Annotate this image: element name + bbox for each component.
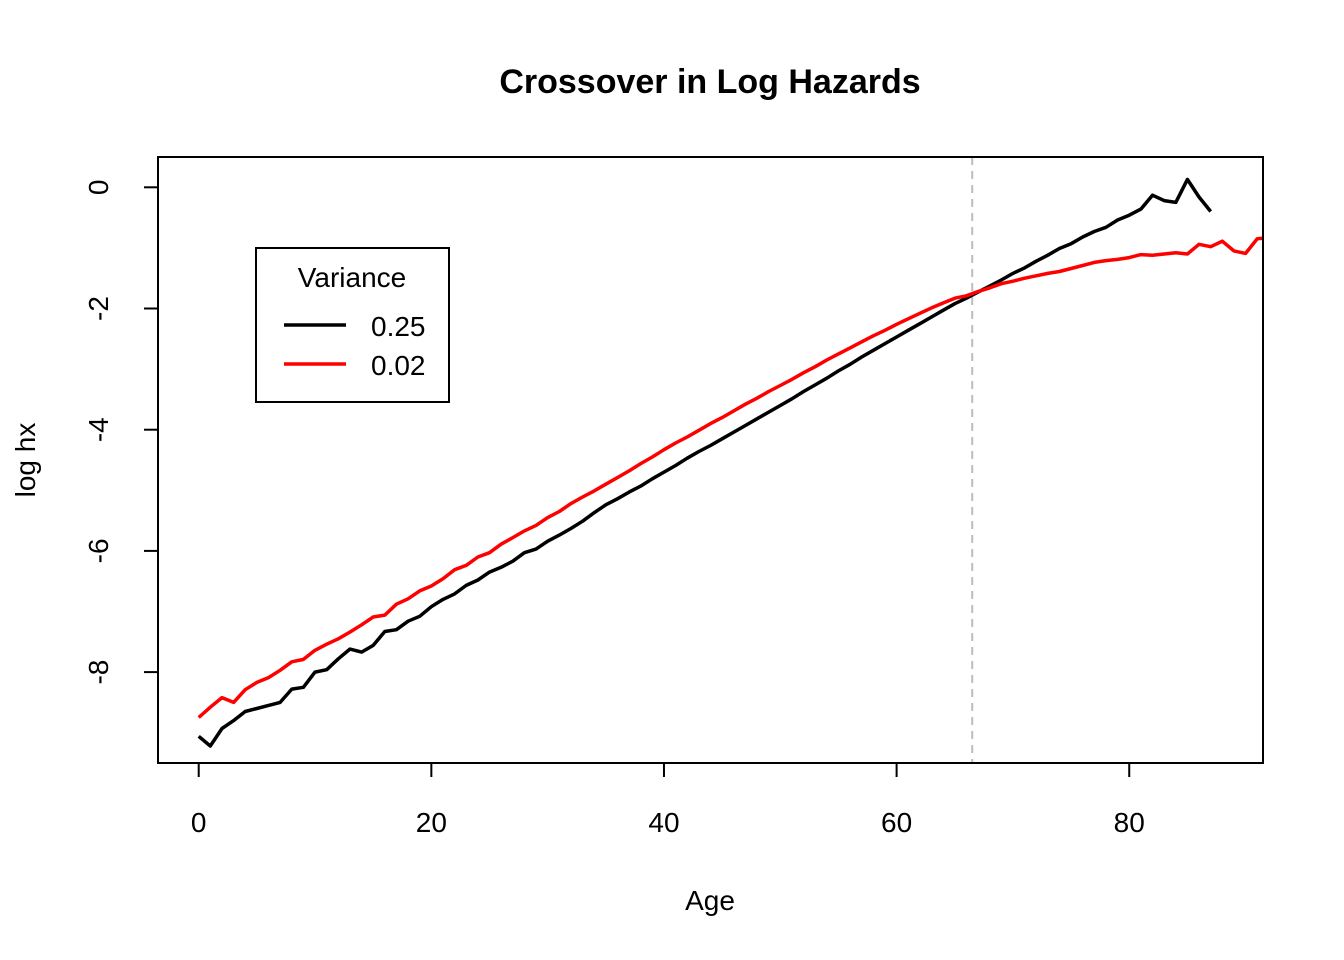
series-line-0.02 — [197, 236, 1263, 719]
y-tick-label: 0 — [83, 180, 114, 196]
y-axis: 0 -2 -4 -6 -8 — [83, 180, 159, 685]
y-axis-label: log hx — [10, 423, 41, 498]
x-tick-label: 0 — [191, 807, 207, 838]
series-lines — [197, 177, 1263, 748]
x-tick-label: 20 — [416, 807, 447, 838]
legend-title: Variance — [298, 262, 406, 293]
y-tick-label: -6 — [83, 538, 114, 563]
x-axis: 0 20 40 60 80 — [191, 762, 1145, 838]
chart-title: Crossover in Log Hazards — [499, 63, 920, 101]
y-tick-label: -4 — [83, 417, 114, 442]
y-tick-label: -8 — [83, 660, 114, 685]
series-line-0.25 — [197, 177, 1213, 748]
x-tick-label: 40 — [648, 807, 679, 838]
x-tick-label: 60 — [881, 807, 912, 838]
y-tick-label: -2 — [83, 296, 114, 321]
x-axis-label: Age — [685, 885, 735, 916]
legend-label-0.02: 0.02 — [371, 350, 426, 381]
legend: Variance 0.25 0.02 — [255, 247, 450, 403]
legend-label-0.25: 0.25 — [371, 311, 426, 342]
x-tick-label: 80 — [1114, 807, 1145, 838]
